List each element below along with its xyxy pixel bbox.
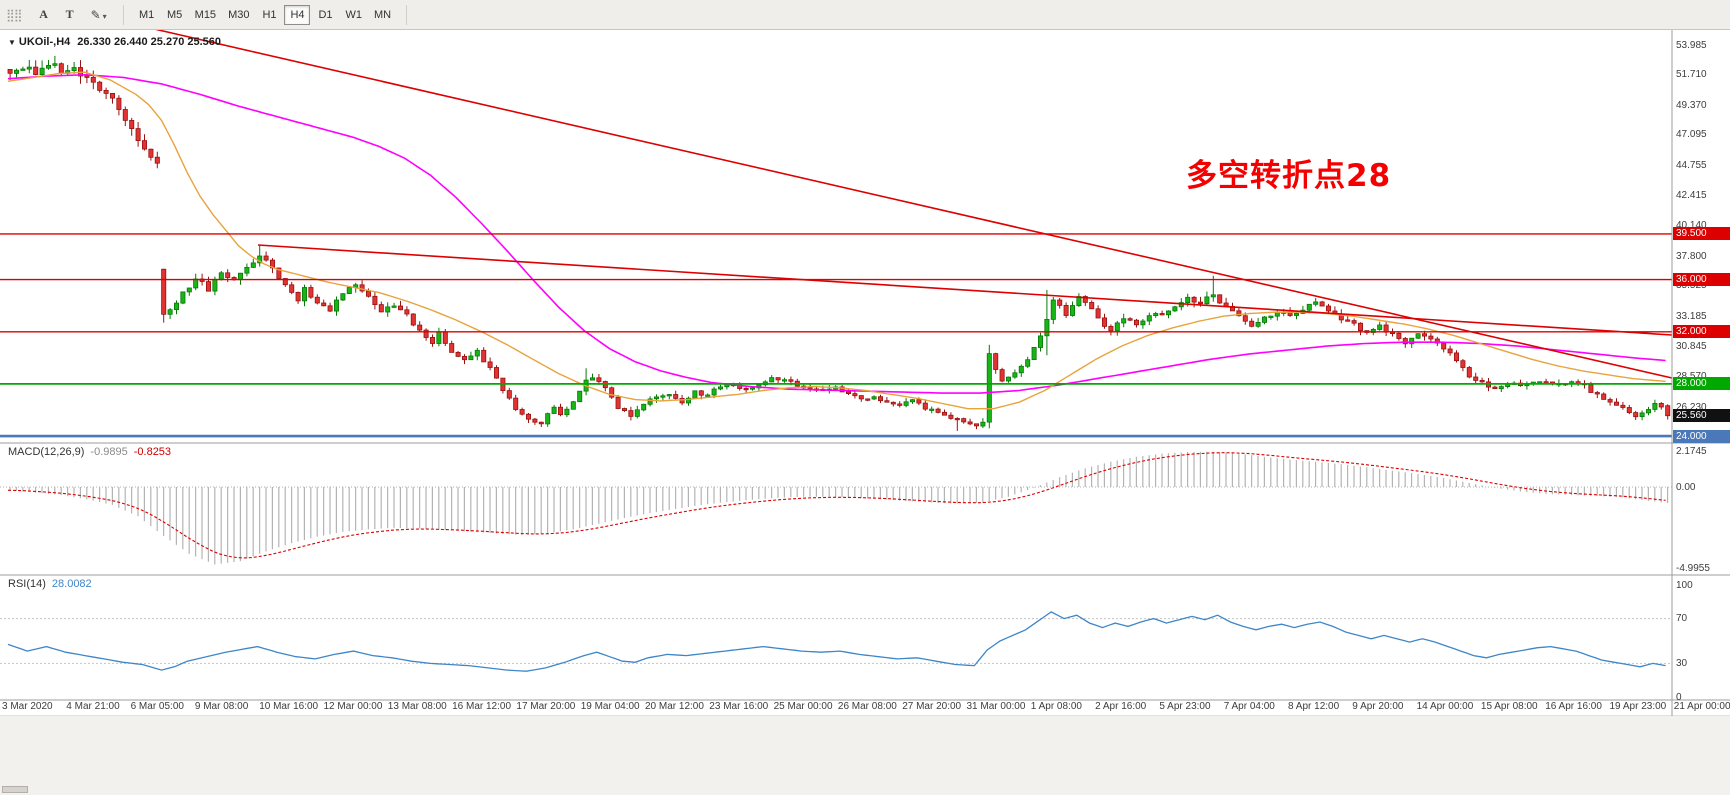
timeframe-button-w1[interactable]: W1 bbox=[340, 5, 367, 25]
price-axis-label: 49.370 bbox=[1676, 99, 1707, 111]
timeframe-button-h4[interactable]: H4 bbox=[284, 4, 311, 25]
timeframe-button-h1[interactable]: H1 bbox=[256, 5, 282, 25]
timeframe-button-m1[interactable]: M1 bbox=[134, 5, 160, 25]
symbol-ohlc-label: ▼ UKOil-,H4 26.330 26.440 25.270 25.560 bbox=[8, 36, 221, 48]
price-axis-label: 33.185 bbox=[1676, 310, 1707, 322]
time-axis-label: 21 Apr 00:00 bbox=[1673, 701, 1730, 712]
rsi-label: RSI(14) 28.0082 bbox=[8, 578, 92, 590]
price-axis-label: 53.985 bbox=[1676, 39, 1707, 51]
time-axis-label: 8 Apr 12:00 bbox=[1288, 701, 1340, 712]
time-axis-label: 19 Mar 04:00 bbox=[580, 701, 640, 712]
timeframe-group: M1 M5 M15 M30 H1 H4 D1 W1 MN bbox=[133, 4, 397, 25]
pencil-icon: ✎ bbox=[90, 7, 101, 22]
time-axis-label: 16 Mar 12:00 bbox=[452, 701, 512, 712]
time-axis-label: 12 Mar 00:00 bbox=[323, 701, 383, 712]
time-axis-label: 20 Mar 12:00 bbox=[645, 701, 704, 712]
time-axis-label: 16 Apr 16:00 bbox=[1545, 701, 1602, 712]
toolbar-separator bbox=[406, 4, 408, 25]
price-axis-label: 44.755 bbox=[1676, 159, 1707, 171]
price-axis-label: 30.845 bbox=[1676, 341, 1707, 353]
price-axis-label: 42.415 bbox=[1676, 190, 1707, 202]
time-axis-label: 17 Mar 20:00 bbox=[516, 701, 576, 712]
chevron-down-icon: ▾ bbox=[102, 11, 107, 21]
timeframe-button-m15[interactable]: M15 bbox=[190, 5, 221, 25]
time-axis-label: 31 Mar 00:00 bbox=[966, 701, 1026, 712]
chart-toolbar: ⣿⣿ A T ✎ ▾ M1 M5 M15 M30 H1 H4 D1 W1 MN bbox=[0, 0, 1730, 30]
timeframe-button-m5[interactable]: M5 bbox=[162, 5, 188, 25]
time-axis-label: 3 Mar 2020 bbox=[2, 701, 53, 712]
symbol-name: UKOil-,H4 bbox=[18, 36, 71, 48]
collapse-caret-icon[interactable]: ▼ bbox=[8, 38, 16, 47]
time-axis-label: 10 Mar 16:00 bbox=[259, 701, 319, 712]
time-axis-label: 7 Apr 04:00 bbox=[1223, 701, 1275, 712]
rsi-axis-label: 0 bbox=[1676, 691, 1682, 703]
price-axis-label: 40.140 bbox=[1676, 220, 1707, 232]
timeframe-button-mn[interactable]: MN bbox=[369, 5, 396, 25]
time-axis-label: 27 Mar 20:00 bbox=[902, 701, 962, 712]
macd-signal-value: -0.8253 bbox=[133, 446, 172, 458]
time-axis-label: 19 Apr 23:00 bbox=[1609, 701, 1667, 712]
time-axis-label: 6 Mar 05:00 bbox=[130, 701, 184, 712]
horizontal-sc rollbar[interactable] bbox=[2, 786, 28, 793]
toolbar-drag-handle-icon[interactable]: ⣿⣿ bbox=[6, 7, 23, 22]
time-axis-label: 9 Mar 08:00 bbox=[194, 701, 249, 712]
price-axis-label: 26.230 bbox=[1676, 401, 1707, 413]
price-axis-label: 51.710 bbox=[1676, 69, 1707, 81]
level-badge: 32.000 bbox=[1673, 325, 1730, 339]
rsi-axis-label: 100 bbox=[1676, 579, 1693, 591]
macd-label: MACD(12,26,9) -0.9895 -0.8253 bbox=[8, 446, 171, 458]
timeframe-button-m30[interactable]: M30 bbox=[223, 5, 254, 25]
time-axis-label: 14 Apr 00:00 bbox=[1416, 701, 1474, 712]
rsi-axis-label: 70 bbox=[1676, 613, 1688, 625]
draw-tool-button[interactable]: ✎ ▾ bbox=[84, 4, 114, 26]
current-price-badge: 25.560 bbox=[1673, 409, 1730, 423]
time-axis-label: 9 Apr 20:00 bbox=[1352, 701, 1404, 712]
time-axis-label: 26 Mar 08:00 bbox=[837, 701, 897, 712]
time-axis-label: 4 Mar 21:00 bbox=[66, 701, 120, 712]
rsi-axis-label: 30 bbox=[1676, 657, 1688, 669]
window-background bbox=[0, 716, 1730, 795]
rsi-name: RSI(14) bbox=[8, 578, 46, 590]
time-axis-label: 2 Apr 16:00 bbox=[1095, 701, 1147, 712]
level-badge: 24.000 bbox=[1673, 429, 1730, 443]
price-axis-label: 28.570 bbox=[1676, 371, 1707, 382]
time-axis-label: 15 Apr 08:00 bbox=[1480, 701, 1538, 712]
time-axis-label: 25 Mar 00:00 bbox=[773, 701, 833, 712]
time-axis-label: 13 Mar 08:00 bbox=[387, 701, 447, 712]
symbol-ohlc-values: 26.330 26.440 25.270 25.560 bbox=[77, 36, 222, 48]
level-badge: 39.500 bbox=[1673, 227, 1730, 241]
price-axis-label: 47.095 bbox=[1676, 129, 1707, 141]
macd-axis-label: 2.1745 bbox=[1676, 446, 1707, 458]
time-axis-label: 23 Mar 16:00 bbox=[709, 701, 769, 712]
toolbar-separator bbox=[122, 4, 124, 25]
price-axis-label: 37.800 bbox=[1676, 250, 1707, 262]
frame-tool-button[interactable]: T bbox=[58, 4, 82, 26]
level-badge: 36.000 bbox=[1673, 273, 1730, 287]
macd-name: MACD(12,26,9) bbox=[8, 446, 85, 458]
level-badge: 28.000 bbox=[1673, 377, 1730, 391]
rsi-value: 28.0082 bbox=[51, 578, 92, 590]
time-axis-label: 1 Apr 08:00 bbox=[1030, 701, 1082, 712]
annotation-text: 多空转折点28 bbox=[1186, 158, 1392, 194]
time-axis-label: 5 Apr 23:00 bbox=[1159, 701, 1211, 712]
timeframe-button-d1[interactable]: D1 bbox=[312, 5, 338, 25]
macd-axis-label: 0.00 bbox=[1676, 481, 1696, 493]
text-tool-button[interactable]: A bbox=[32, 4, 56, 26]
macd-value: -0.9895 bbox=[90, 446, 128, 458]
macd-axis-label: -4.9955 bbox=[1676, 562, 1710, 574]
